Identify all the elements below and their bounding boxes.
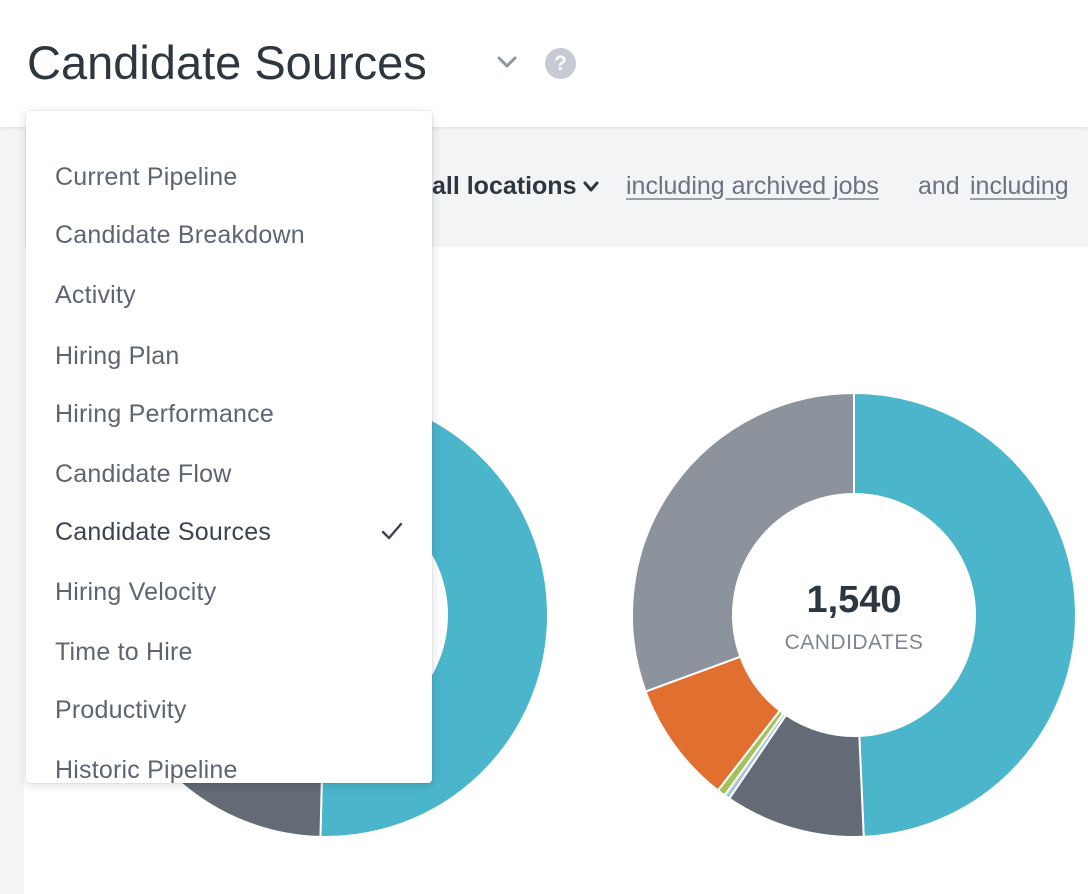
question-circle-icon[interactable]: ? [545, 48, 576, 79]
chevron-down-icon[interactable] [496, 54, 518, 70]
menu-item[interactable]: Candidate Breakdown [26, 213, 432, 257]
menu-item[interactable]: Candidate Flow [26, 452, 432, 496]
donut-center-label: CANDIDATES [784, 631, 924, 654]
menu-item-label: Hiring Performance [55, 400, 274, 428]
menu-item-label: Hiring Plan [55, 342, 180, 370]
menu-item-label: Current Pipeline [55, 163, 238, 191]
archived-jobs-link[interactable]: including archived jobs [626, 172, 879, 200]
menu-item-label: Historic Pipeline [55, 756, 238, 783]
menu-item[interactable]: Time to Hire [26, 630, 432, 674]
menu-item-label: Candidate Flow [55, 460, 232, 488]
checkmark-icon [381, 522, 403, 540]
including-link[interactable]: including [970, 172, 1069, 200]
donut-center-total: 1,540 [806, 579, 902, 621]
menu-item-label: Candidate Breakdown [55, 221, 305, 249]
chevron-down-icon [583, 181, 599, 192]
location-filter-label: all locations [432, 172, 577, 200]
donut-2-slice-6[interactable] [631, 391, 855, 693]
donut-2-slice-1[interactable] [853, 391, 1077, 838]
menu-item[interactable]: Hiring Plan [26, 334, 432, 378]
menu-item[interactable]: Candidate Sources [26, 510, 432, 554]
menu-item-label: Time to Hire [55, 638, 193, 666]
menu-item-label: Activity [55, 281, 136, 309]
menu-item[interactable]: Hiring Performance [26, 392, 432, 436]
location-filter-dropdown[interactable]: all locations [432, 171, 600, 201]
menu-item-label: Candidate Sources [55, 518, 272, 546]
page-header: Candidate Sources ? [0, 0, 1088, 127]
menu-item[interactable]: Current Pipeline [26, 155, 432, 199]
menu-item[interactable]: Productivity [26, 688, 432, 732]
menu-item-label: Hiring Velocity [55, 578, 217, 606]
menu-item-label: Productivity [55, 696, 187, 724]
page-title: Candidate Sources [27, 36, 427, 89]
menu-item[interactable]: Activity [26, 273, 432, 317]
filter-and-text: and [918, 172, 960, 200]
report-type-dropdown-menu: Current Pipeline Candidate Breakdown Activ… [26, 111, 432, 783]
menu-item[interactable]: Historic Pipeline [26, 748, 432, 783]
menu-item[interactable]: Hiring Velocity [26, 570, 432, 614]
